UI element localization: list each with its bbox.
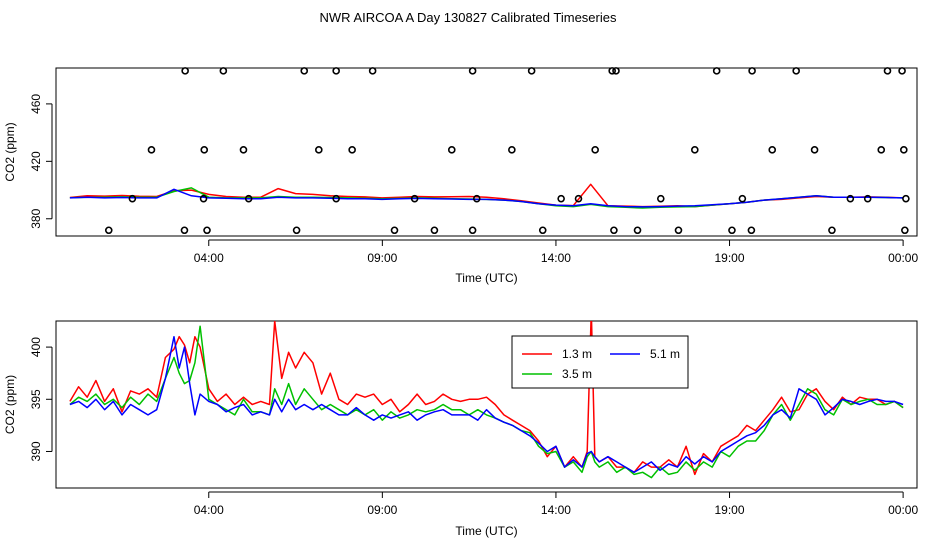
y-axis: 380 420 460 CO2 (ppm) — [3, 94, 53, 229]
x-axis-label: Time (UTC) — [455, 271, 517, 285]
series-line-5-1-m — [69, 335, 904, 474]
y-axis-label: CO2 (ppm) — [3, 375, 17, 434]
data-point — [181, 67, 189, 75]
data-point — [203, 226, 211, 235]
data-point — [900, 146, 908, 154]
data-point — [691, 146, 699, 154]
y-axis: 390 395 400 CO2 (ppm) — [3, 337, 53, 461]
x-tick-label: 00:00 — [888, 503, 918, 517]
data-point — [612, 67, 620, 75]
series-group — [69, 321, 904, 479]
series-line-3-5-m — [69, 325, 904, 479]
data-point — [390, 226, 399, 235]
x-axis: 04:00 09:00 14:00 19:00 00:00 Time (UTC) — [194, 491, 918, 538]
data-point — [315, 146, 323, 154]
y-tick-label: 420 — [29, 151, 43, 171]
legend-label: 1.3 m — [562, 347, 592, 361]
data-point — [527, 67, 536, 75]
data-point — [368, 67, 377, 75]
y-tick-label: 400 — [29, 337, 43, 357]
x-tick-label: 04:00 — [194, 503, 224, 517]
x-tick-label: 00:00 — [888, 251, 918, 265]
y-tick-label: 395 — [29, 389, 43, 409]
data-point — [104, 226, 113, 235]
x-tick-label: 09:00 — [367, 251, 397, 265]
figure-title: NWR AIRCOA A Day 130827 Calibrated Times… — [320, 10, 617, 25]
data-point — [199, 194, 208, 203]
data-point — [902, 194, 910, 203]
x-tick-label: 19:00 — [715, 503, 745, 517]
legend-label: 3.5 m — [562, 367, 592, 381]
data-point — [292, 226, 301, 235]
y-tick-label: 390 — [29, 441, 43, 461]
data-point — [468, 226, 477, 235]
data-point — [147, 146, 156, 154]
plot-frame — [55, 67, 918, 237]
data-point — [610, 226, 618, 235]
data-point — [883, 67, 892, 75]
data-point — [810, 146, 819, 154]
series-group — [69, 183, 904, 209]
data-point — [430, 226, 439, 235]
data-point — [846, 194, 855, 203]
data-point — [239, 146, 248, 154]
data-point — [574, 194, 583, 203]
legend: 1.3 m 3.5 m 5.1 m — [511, 335, 689, 389]
series-line-1-3-m — [69, 183, 904, 208]
data-point — [633, 226, 642, 235]
x-tick-label: 04:00 — [194, 251, 224, 265]
data-point — [300, 67, 309, 75]
data-point — [508, 146, 516, 154]
data-point — [332, 67, 340, 75]
data-point — [674, 226, 683, 235]
data-point — [738, 194, 747, 203]
points-group — [104, 67, 910, 235]
legend-box — [511, 335, 689, 389]
x-tick-label: 14:00 — [541, 503, 571, 517]
data-point — [200, 146, 209, 154]
data-point — [538, 226, 547, 235]
data-point — [468, 67, 477, 75]
data-point — [608, 67, 616, 75]
data-point — [898, 67, 906, 75]
data-point — [792, 67, 800, 75]
data-point — [828, 226, 836, 235]
x-axis-label: Time (UTC) — [455, 524, 517, 538]
data-point — [748, 67, 756, 75]
y-tick-label: 460 — [29, 94, 43, 114]
data-point — [768, 146, 777, 154]
y-tick-label: 380 — [29, 208, 43, 228]
data-point — [244, 194, 253, 203]
data-point — [901, 226, 909, 235]
plot-frame — [55, 320, 918, 489]
legend-label: 5.1 m — [650, 347, 680, 361]
data-point — [747, 226, 756, 235]
y-axis-label: CO2 (ppm) — [3, 122, 17, 181]
data-point — [863, 194, 872, 203]
data-point — [877, 146, 886, 154]
data-point — [447, 146, 456, 154]
data-point — [591, 146, 599, 154]
data-point — [128, 194, 137, 203]
series-line-1-3-m — [69, 321, 904, 476]
x-tick-label: 14:00 — [541, 251, 571, 265]
x-tick-label: 09:00 — [367, 503, 397, 517]
data-point — [410, 194, 419, 203]
data-point — [219, 67, 228, 75]
data-point — [557, 194, 565, 203]
data-point — [348, 146, 356, 154]
calibration-panel: 04:00 09:00 14:00 19:00 00:00 Time (UTC) 380 42… — [3, 67, 918, 285]
data-point — [656, 194, 665, 203]
data-point — [180, 226, 189, 235]
data-point — [712, 67, 721, 75]
x-tick-label: 19:00 — [715, 251, 745, 265]
series-line-5-1-m — [69, 188, 904, 208]
data-point — [728, 226, 736, 235]
x-axis: 04:00 09:00 14:00 19:00 00:00 Time (UTC) — [194, 239, 918, 285]
data-point — [472, 194, 481, 203]
data-point — [332, 194, 340, 203]
